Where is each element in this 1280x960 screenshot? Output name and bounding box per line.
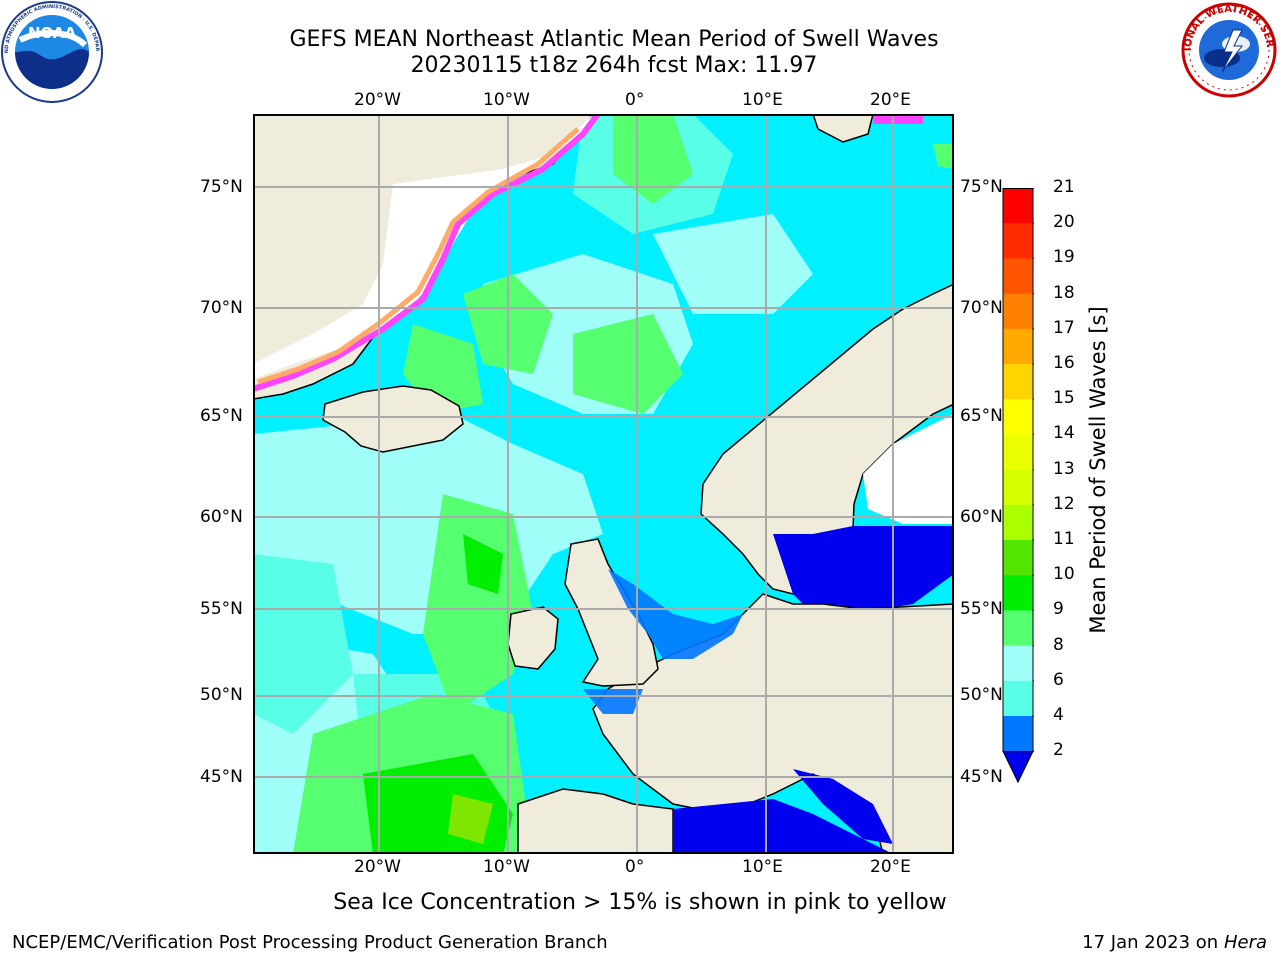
map-svg	[252, 112, 955, 855]
lat-label-left-50n: 50°N	[200, 685, 243, 705]
lat-label-left-65n: 65°N	[200, 406, 243, 426]
colorbar-segment	[1003, 504, 1033, 541]
noaa-logo-text: NOAA	[28, 24, 77, 42]
lon-label-top-10w: 10°W	[483, 90, 530, 110]
colorbar	[1002, 187, 1034, 784]
colorbar-segment	[1003, 188, 1033, 224]
colorbar-tick-label: 6	[1053, 669, 1064, 690]
lat-label-right-55n: 55°N	[960, 599, 1003, 619]
lon-label-bottom-10e: 10°E	[742, 857, 783, 877]
colorbar-svg	[1002, 187, 1034, 784]
noaa-logo: NOAA NATIONAL OCEANIC AND ATMOSPHERIC AD…	[0, 0, 104, 104]
colorbar-segment	[1003, 399, 1033, 435]
colorbar-tick-label: 13	[1053, 458, 1075, 479]
lat-label-right-50n: 50°N	[960, 685, 1003, 705]
lat-label-right-45n: 45°N	[960, 767, 1003, 787]
colorbar-segment	[1003, 364, 1033, 400]
colorbar-tick-label: 19	[1053, 247, 1075, 268]
colorbar-tick-label: 15	[1053, 388, 1075, 409]
colorbar-segment	[1003, 258, 1033, 295]
map-frame	[253, 114, 954, 854]
lon-label-bottom-20e: 20°E	[870, 857, 911, 877]
colorbar-segment	[1003, 328, 1033, 365]
lon-label-bottom-20w: 20°W	[354, 857, 401, 877]
colorbar-segment	[1003, 469, 1033, 506]
colorbar-tick-label: 8	[1053, 634, 1064, 655]
colorbar-segment	[1003, 223, 1033, 259]
lat-label-left-70n: 70°N	[200, 298, 243, 318]
colorbar-segment	[1003, 716, 1033, 752]
lat-label-right-70n: 70°N	[960, 298, 1003, 318]
sea-ice-edge-inner	[257, 127, 580, 385]
colorbar-segment	[1003, 645, 1033, 682]
mediterranean-sea	[673, 799, 893, 854]
colorbar-tick-label: 16	[1053, 353, 1075, 373]
colorbar-segment	[1003, 434, 1033, 471]
colorbar-segment	[1003, 610, 1033, 647]
footer-date-text: 17 Jan 2023 on	[1082, 932, 1224, 953]
colorbar-tick-label: 17	[1053, 317, 1075, 338]
lon-label-top-0: 0°	[625, 90, 645, 110]
colorbar-tick-label: 14	[1053, 423, 1075, 444]
nws-logo-icon: NATIONAL WEATHER SERVICE	[1174, 0, 1277, 98]
sea-ice-edge	[252, 112, 601, 392]
lon-label-bottom-0: 0°	[625, 857, 645, 877]
lon-label-bottom-10w: 10°W	[483, 857, 530, 877]
colorbar-segment	[1003, 293, 1033, 330]
lat-label-left-55n: 55°N	[200, 599, 243, 619]
chart-subtitle: 20230115 t18z 264h fcst Max: 11.97	[410, 53, 818, 78]
adriatic-sea	[793, 769, 893, 844]
lat-label-left-60n: 60°N	[200, 507, 243, 527]
footer-credit: NCEP/EMC/Verification Post Processing Pr…	[12, 932, 608, 953]
map-panel	[252, 112, 955, 855]
colorbar-tick-label: 4	[1053, 705, 1064, 725]
colorbar-tick-label: 10	[1053, 564, 1075, 585]
colorbar-tick-label: 21	[1053, 177, 1075, 197]
colorbar-tick-label: 12	[1053, 493, 1075, 514]
colorbar-segment	[1003, 575, 1033, 611]
sea-ice-caption: Sea Ice Concentration > 15% is shown in …	[333, 890, 947, 915]
noaa-logo-icon: NOAA NATIONAL OCEANIC AND ATMOSPHERIC AD…	[0, 0, 103, 103]
baltic-sea	[773, 526, 954, 614]
colorbar-extension	[1002, 750, 1034, 784]
colorbar-tick-label: 18	[1053, 282, 1075, 303]
north-sea-coastal	[608, 569, 743, 659]
chart-title: GEFS MEAN Northeast Atlantic Mean Period…	[289, 27, 939, 52]
lon-label-top-20w: 20°W	[354, 90, 401, 110]
colorbar-tick-label: 2	[1053, 740, 1064, 761]
lon-label-top-20e: 20°E	[870, 90, 911, 110]
colorbar-tick-label: 20	[1053, 212, 1075, 233]
lon-label-top-10e: 10°E	[742, 90, 783, 110]
bothnia-white	[863, 414, 954, 524]
colorbar-segment	[1003, 540, 1033, 576]
colorbar-segment	[1003, 680, 1033, 717]
iceland-land	[322, 385, 464, 453]
nws-logo: NATIONAL WEATHER SERVICE	[1174, 0, 1280, 100]
lat-label-right-60n: 60°N	[960, 507, 1003, 527]
colorbar-tick-label: 11	[1053, 529, 1075, 549]
lat-label-left-45n: 45°N	[200, 767, 243, 787]
colorbar-title: Mean Period of Swell Waves [s]	[1086, 306, 1110, 634]
graticule	[253, 114, 954, 854]
footer-date: 17 Jan 2023 on Hera	[1082, 932, 1267, 953]
footer-host: Hera	[1223, 932, 1267, 953]
swell-green-regions	[293, 114, 954, 854]
lat-label-right-75n: 75°N	[960, 177, 1003, 197]
svalbard-ice	[873, 116, 923, 124]
lat-label-left-75n: 75°N	[200, 177, 243, 197]
colorbar-tick-label: 9	[1053, 599, 1064, 620]
lat-label-right-65n: 65°N	[960, 406, 1003, 426]
